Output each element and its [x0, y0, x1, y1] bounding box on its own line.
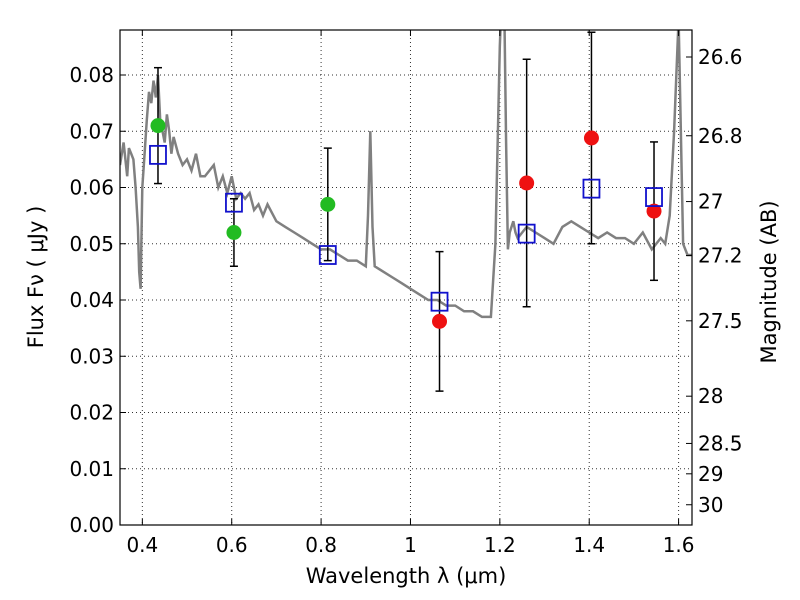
right-tick-label: 26.6: [698, 45, 743, 69]
plot-frame: [119, 29, 693, 526]
right-tick-label: 27.2: [698, 244, 743, 268]
synthetic-flux-marker: [517, 223, 536, 244]
y-tick-label: 0.06: [69, 176, 114, 200]
data-point: [226, 225, 242, 240]
data-point: [519, 175, 535, 191]
data-points: [149, 118, 663, 329]
grid: [120, 30, 692, 526]
right-axis-label: Magnitude (AB): [757, 200, 781, 363]
y-tick-label: 0.05: [69, 232, 114, 256]
synthetic-flux-marker: [149, 144, 167, 165]
synthetic-flux-marker: [318, 245, 337, 265]
data-point: [320, 196, 336, 212]
axis-ticks: 0.4 0.6 0.8 1 1.2 1.4 1.6 0.00 0.01 0.02 0.03 0.04 0…: [69, 30, 743, 557]
x-tick-label: 0.4: [126, 533, 158, 557]
y-tick-label: 0.02: [69, 401, 114, 425]
x-tick-label: 1: [404, 533, 417, 557]
data-point: [150, 118, 166, 134]
right-tick-label: 27.5: [698, 309, 743, 333]
y-tick-label: 0.07: [69, 119, 114, 143]
right-tick-label: 27: [698, 190, 723, 214]
model-spectrum-line: [120, 30, 692, 319]
x-tick-label: 0.8: [305, 533, 337, 557]
data-point: [432, 313, 448, 329]
y-tick-label: 0.08: [69, 63, 114, 87]
y-tick-label: 0.04: [69, 288, 114, 312]
right-tick-label: 26.8: [698, 124, 743, 148]
model-spectrum-layer: [120, 30, 692, 319]
y-tick-label: 0.03: [69, 344, 114, 368]
x-tick-label: 1.2: [484, 533, 516, 557]
x-tick-label: 1.4: [573, 533, 605, 557]
x-axis-label: Wavelength λ (μm): [306, 564, 507, 588]
right-tick-label: 29: [698, 462, 723, 486]
data-point: [583, 130, 599, 146]
synthetic-flux-marker: [645, 187, 663, 207]
right-tick-label: 28: [698, 384, 723, 408]
right-tick-label: 30: [698, 493, 723, 517]
y-tick-label: 0.01: [69, 457, 114, 481]
y-axis-label: Flux Fν ( μJy ): [24, 206, 48, 349]
synthetic-flux-marker: [430, 291, 449, 312]
right-tick-label: 28.5: [698, 431, 743, 455]
y-tick-label: 0.00: [69, 513, 114, 537]
synthetic-flux-marker: [225, 192, 243, 213]
synthetic-flux-marker: [582, 178, 601, 199]
data-point: [646, 203, 662, 219]
x-tick-label: 0.6: [216, 533, 248, 557]
x-tick-label: 1.6: [663, 533, 695, 557]
